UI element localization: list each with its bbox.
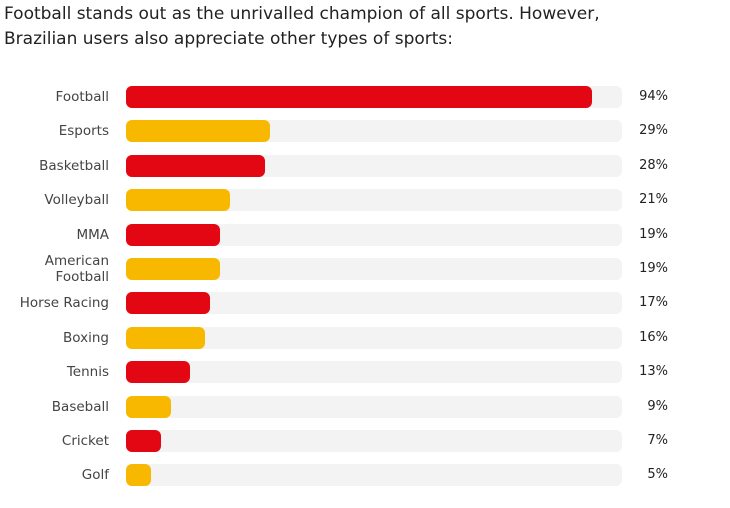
bar bbox=[126, 361, 191, 384]
bar bbox=[126, 326, 206, 349]
value-label: 9% bbox=[647, 398, 668, 414]
bar-track bbox=[126, 258, 622, 280]
bar-track bbox=[126, 189, 622, 212]
value-label: 94% bbox=[639, 89, 668, 104]
bar bbox=[126, 86, 593, 108]
category-label: Basketball bbox=[39, 157, 109, 174]
category-label: American Football bbox=[44, 253, 109, 285]
category-label: Football bbox=[55, 89, 109, 105]
value-label: 17% bbox=[639, 295, 668, 311]
category-label: MMA bbox=[76, 226, 109, 243]
bar bbox=[126, 430, 161, 452]
category-label: Cricket bbox=[61, 433, 109, 449]
category-label: Volleyball bbox=[44, 192, 109, 209]
bar bbox=[126, 189, 231, 212]
bar bbox=[126, 258, 221, 280]
category-label: Esports bbox=[58, 123, 109, 140]
bar bbox=[126, 154, 265, 177]
category-label: Baseball bbox=[51, 398, 109, 415]
category-label: Horse Racing bbox=[19, 295, 109, 312]
bar bbox=[126, 120, 270, 143]
category-label: Boxing bbox=[63, 329, 109, 346]
value-label: 29% bbox=[639, 123, 668, 139]
category-label: Golf bbox=[81, 467, 109, 484]
value-label: 5% bbox=[647, 467, 668, 483]
value-label: 7% bbox=[647, 433, 668, 448]
value-label: 13% bbox=[639, 364, 668, 380]
bar bbox=[126, 292, 211, 315]
bar-track bbox=[126, 464, 622, 487]
value-label: 16% bbox=[639, 329, 668, 345]
bar-track bbox=[126, 292, 622, 315]
category-label: Tennis bbox=[66, 364, 109, 381]
value-label: 21% bbox=[639, 192, 668, 208]
value-label: 19% bbox=[639, 226, 668, 242]
bar-track bbox=[126, 395, 622, 418]
bar-track bbox=[126, 223, 622, 246]
chart-title: Football stands out as the unrivalled ch… bbox=[4, 4, 600, 49]
value-label: 28% bbox=[639, 157, 668, 173]
value-label: 19% bbox=[639, 261, 668, 276]
bar-track bbox=[126, 361, 622, 384]
bar bbox=[126, 464, 151, 487]
bar-track bbox=[126, 430, 622, 452]
bar-track bbox=[126, 326, 622, 349]
bar bbox=[126, 395, 171, 418]
bar bbox=[126, 223, 221, 246]
